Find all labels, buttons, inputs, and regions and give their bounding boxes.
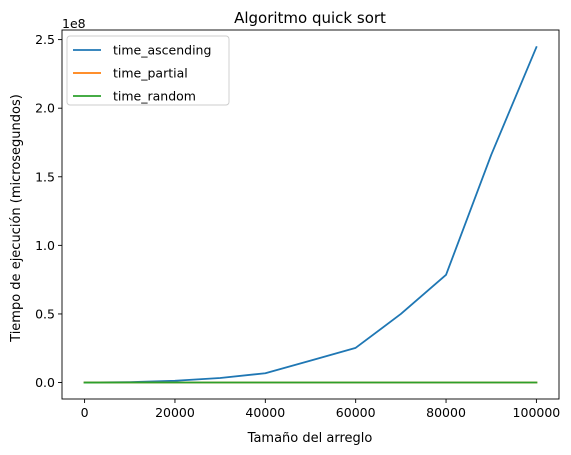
y-tick-label: 1.0	[35, 238, 55, 253]
plot-frame	[61, 29, 560, 400]
y-tick-label: 2.0	[35, 101, 55, 116]
y-axis-label: Tiempo de ejecución (microsegundos)	[9, 94, 24, 343]
x-tick-label: 0	[81, 405, 89, 420]
chart-title: Algoritmo quick sort	[234, 9, 386, 27]
x-axis-label: Tamaño del arreglo	[247, 431, 373, 446]
legend: time_ascending time_partial time_random	[66, 35, 230, 106]
series-lines	[83, 45, 538, 384]
legend-box	[66, 35, 230, 106]
y-tick-label: 0.0	[35, 375, 55, 390]
x-tick-label: 60000	[336, 405, 376, 420]
x-tick-label: 40000	[245, 405, 285, 420]
x-tick-label: 20000	[155, 405, 195, 420]
legend-label: time_ascending	[113, 43, 211, 58]
series-line-time-ascending	[83, 45, 538, 384]
y-tick-label: 0.5	[35, 306, 55, 321]
legend-label: time_random	[113, 89, 196, 104]
y-tick-label: 1.5	[35, 169, 55, 184]
x-tick-label: 100000	[513, 405, 561, 420]
y-axis-offset-label: 1e8	[62, 16, 86, 31]
plot-area	[61, 29, 560, 400]
legend-label: time_partial	[113, 66, 188, 81]
y-tick-label: 2.5	[35, 32, 55, 47]
x-tick-label: 80000	[426, 405, 466, 420]
y-axis: 0.0 0.5 1.0 1.5 2.0 2.5	[35, 32, 62, 390]
x-axis: 0 20000 40000 60000 80000 100000	[81, 399, 561, 420]
